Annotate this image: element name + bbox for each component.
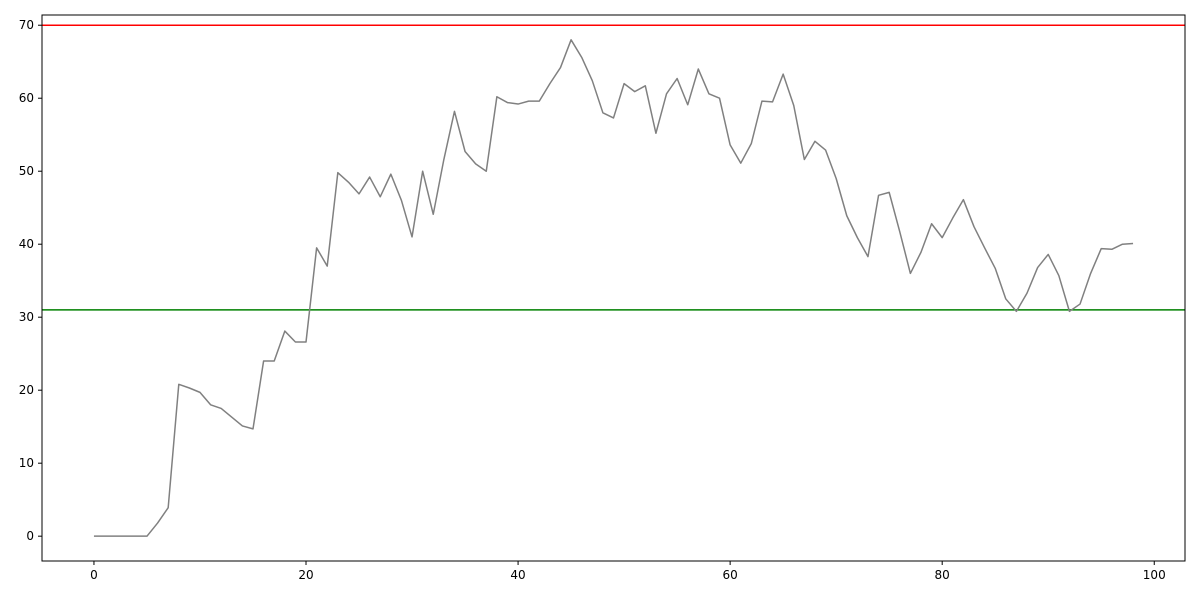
x-tick-label: 20 [298,568,313,582]
x-tick-label: 60 [722,568,737,582]
reference-lines [42,24,1185,311]
y-tick-label: 70 [19,18,34,32]
x-tick-label: 40 [510,568,525,582]
axes: 0 20 40 60 80 100 0 10 20 30 40 50 60 70 [19,14,1186,582]
x-tick-label: 80 [935,568,950,582]
y-tick-label: 0 [26,529,34,543]
plot-frame [41,14,1186,562]
x-tick-label: 0 [90,568,98,582]
y-tick-label: 20 [19,383,34,397]
series-layer [93,39,1134,537]
y-tick-label: 40 [19,237,34,251]
x-tick-label: 100 [1143,568,1166,582]
y-tick-label: 50 [19,164,34,178]
y-tick-label: 60 [19,91,34,105]
y-tick-label: 30 [19,310,34,324]
y-tick-label: 10 [19,456,34,470]
